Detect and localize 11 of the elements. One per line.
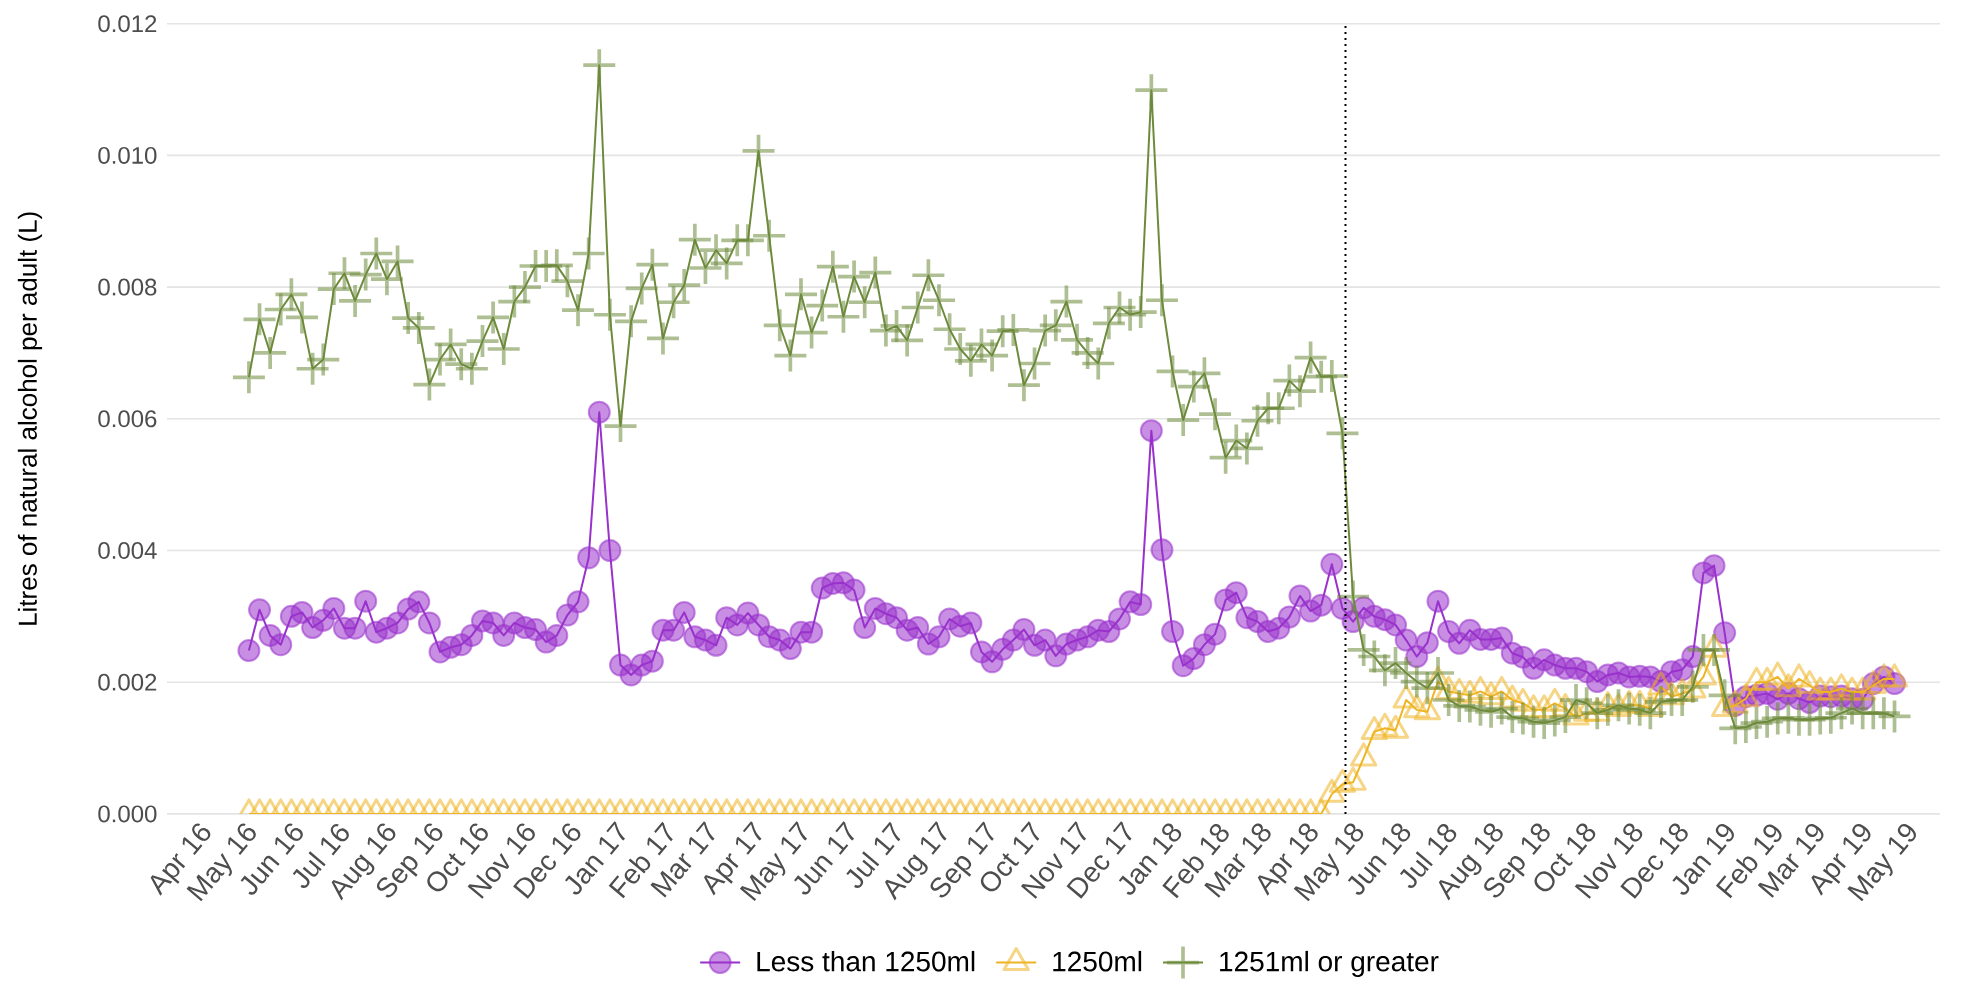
y-tick-label: 0.010 <box>98 146 157 164</box>
legend-label: 1251ml or greater <box>1220 950 1439 977</box>
y-tick-label: 0.008 <box>98 278 157 296</box>
y-axis-title: Litres of natural alcohol per adult (L) <box>17 212 43 625</box>
y-tick-label: 0.000 <box>98 805 157 823</box>
y-tick-label: 0.004 <box>98 542 157 559</box>
legend-label: Less than 1250ml <box>757 950 975 972</box>
y-tick-label: 0.012 <box>98 15 157 33</box>
y-tick-label: 0.006 <box>98 410 157 428</box>
legend-label: 1250ml <box>1053 950 1142 972</box>
y-tick-label: 0.002 <box>98 673 157 691</box>
